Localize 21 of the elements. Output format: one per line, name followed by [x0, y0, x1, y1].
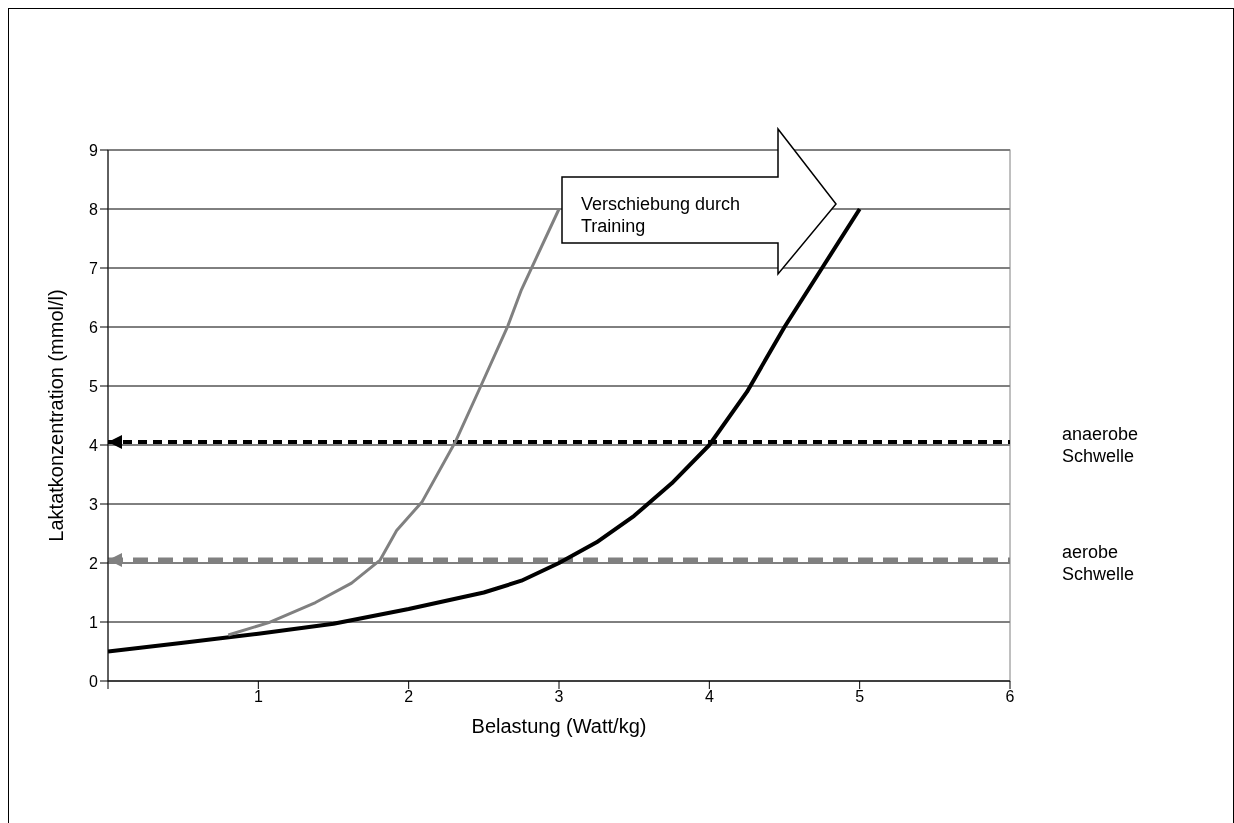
y-tick-label: 2 — [89, 554, 99, 572]
x-axis-title: Belastung (Watt/kg) — [471, 715, 647, 738]
x-tick-label: 3 — [554, 688, 564, 706]
y-axis-title: Laktatkonzentration (mmol/l) — [45, 289, 68, 542]
y-tick-label: 1 — [89, 613, 99, 631]
x-tick-label: 6 — [1005, 688, 1015, 706]
y-tick-label: 6 — [89, 318, 99, 336]
ref-line-label: aerobe Schwelle — [1062, 542, 1135, 585]
x-tick-label: 4 — [704, 688, 714, 706]
x-tick-label: 5 — [855, 688, 865, 706]
x-tick-label: 1 — [253, 688, 263, 706]
ref-line-label: anaerobe Schwelle — [1062, 424, 1139, 467]
x-tick-label: 2 — [404, 688, 414, 706]
y-tick-label: 0 — [89, 672, 99, 690]
y-tick-label: 3 — [89, 495, 99, 513]
y-tick-label: 4 — [89, 436, 99, 454]
y-tick-label: 5 — [89, 377, 99, 395]
y-tick-label: 9 — [89, 141, 99, 159]
y-tick-label: 8 — [89, 200, 99, 218]
annotation: Verschiebung durch Training — [581, 193, 742, 237]
y-tick-label: 7 — [89, 259, 99, 277]
